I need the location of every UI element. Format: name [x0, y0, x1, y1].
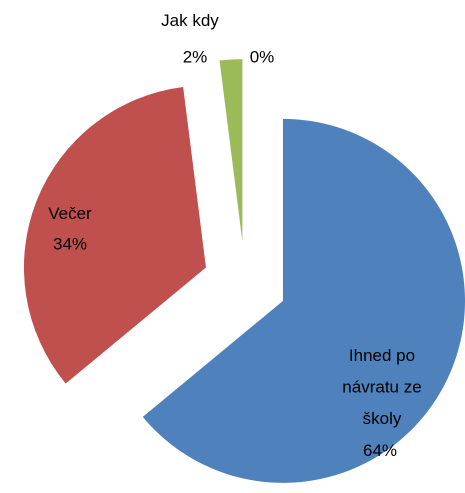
slice-label: Jak kdy	[161, 11, 219, 30]
slice-value-label: 2%	[183, 47, 208, 66]
pie-slice	[142, 118, 465, 483]
slice-value-label: 64%	[363, 441, 397, 460]
slice-label: Večer	[48, 204, 92, 223]
pie-slice	[23, 86, 206, 384]
slice-label: Ihned po návratu ze školy	[342, 346, 421, 428]
pie-slice	[219, 59, 243, 242]
slice-value-label: 0%	[250, 47, 275, 66]
slice-value-label: 34%	[53, 234, 87, 253]
